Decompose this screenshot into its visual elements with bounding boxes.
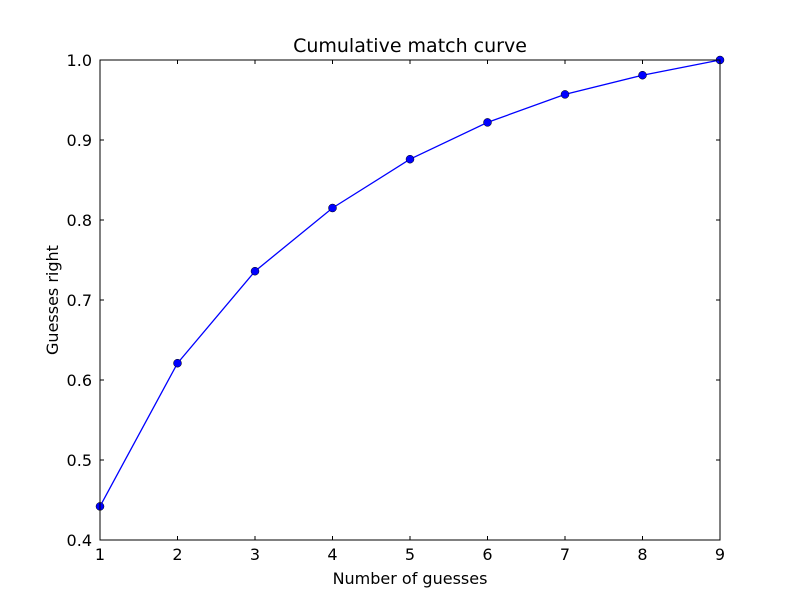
- y-tick-label: 0.5: [67, 451, 92, 470]
- data-point: [328, 203, 337, 213]
- plot-frame: [99, 59, 721, 541]
- y-tick-label: 0.8: [67, 211, 92, 230]
- data-point: [560, 90, 570, 99]
- data-point: [173, 358, 182, 368]
- chart-title: Cumulative match curve: [293, 35, 527, 57]
- x-tick-label: 9: [715, 545, 725, 564]
- data-point: [483, 118, 492, 127]
- x-tick-label: 1: [95, 545, 105, 564]
- y-tick-label: 0.9: [67, 131, 92, 150]
- x-tick-label: 5: [405, 545, 415, 564]
- data-point: [405, 154, 415, 164]
- plot-area: [100, 60, 720, 540]
- x-tick-label: 7: [560, 545, 570, 564]
- y-tick-label: 0.6: [67, 371, 92, 390]
- data-point: [250, 266, 260, 276]
- y-tick-label: 1.0: [67, 51, 92, 70]
- data-point: [638, 70, 647, 80]
- x-tick-label: 4: [327, 545, 337, 564]
- tick-labels: 1 2 3 4 5 6 7 8 9 0.4 0.5 0.6 0.7 0.8 0.9 1.0: [67, 51, 726, 564]
- x-tick-label: 8: [637, 545, 647, 564]
- y-axis-label: Guesses right: [43, 245, 62, 355]
- x-tick-label: 2: [172, 545, 182, 564]
- series-layer: [95, 55, 725, 511]
- x-axis-label: Number of guesses: [333, 569, 488, 588]
- y-tick-label: 0.7: [67, 291, 92, 310]
- x-tick-label: 6: [482, 545, 492, 564]
- y-tick-label: 0.4: [67, 531, 92, 550]
- x-tick-label: 3: [250, 545, 260, 564]
